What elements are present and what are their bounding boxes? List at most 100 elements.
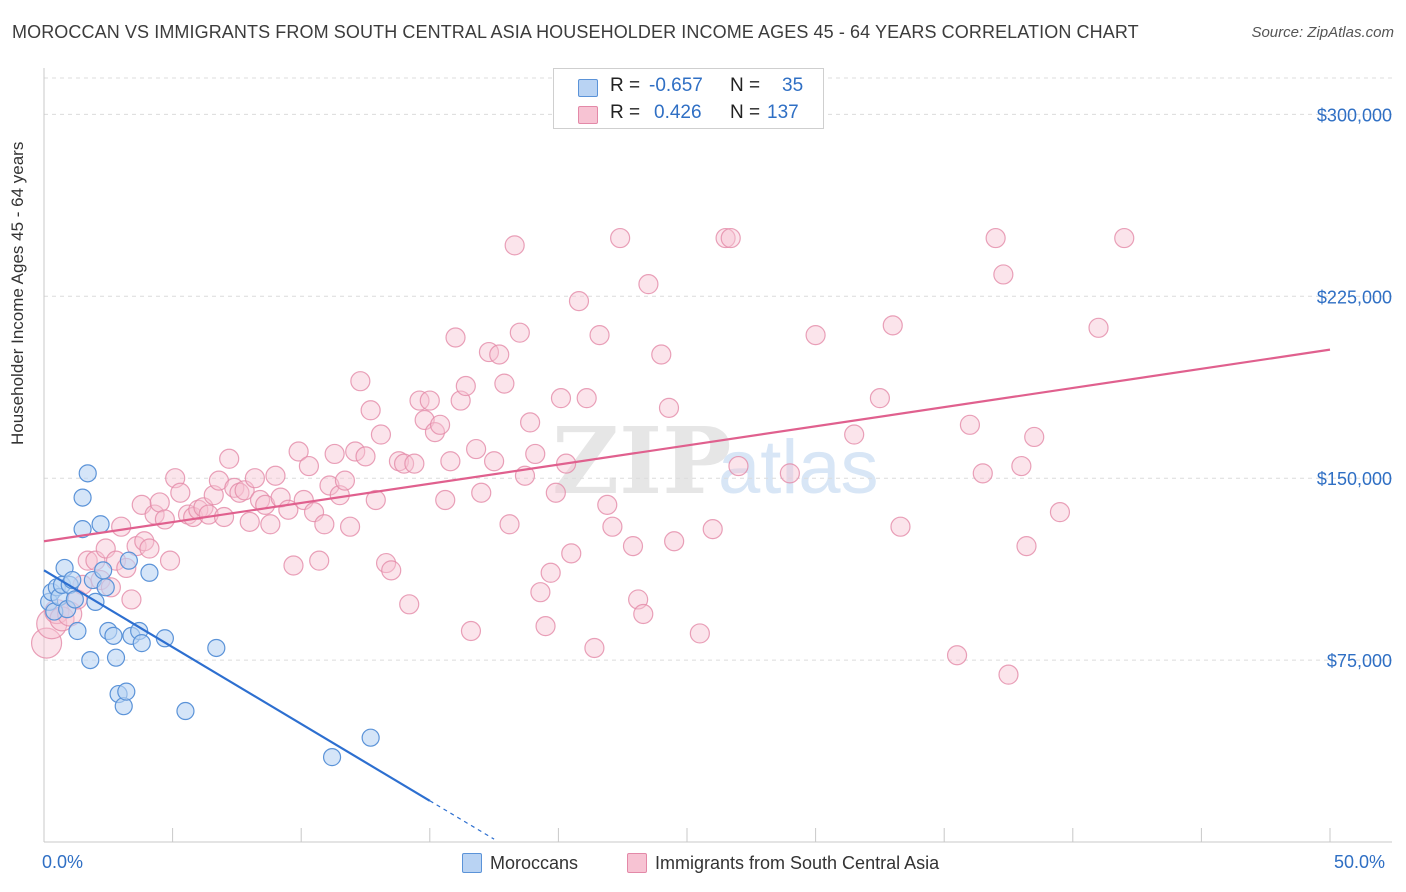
data-point-immigrants bbox=[149, 492, 170, 513]
data-point-immigrants bbox=[504, 235, 525, 256]
data-point-moroccans bbox=[65, 590, 84, 609]
data-point-immigrants bbox=[1049, 502, 1071, 523]
legend-n-label: N = bbox=[730, 75, 761, 96]
gridlines bbox=[44, 77, 1392, 661]
legend-swatch-blue bbox=[462, 853, 482, 873]
data-point-immigrants bbox=[509, 322, 530, 343]
data-point-immigrants bbox=[494, 373, 515, 394]
trend-line-moroccans-extension bbox=[429, 800, 495, 840]
data-point-moroccans bbox=[132, 634, 151, 653]
data-point-immigrants bbox=[455, 375, 476, 397]
data-point-immigrants bbox=[602, 516, 623, 537]
data-point-immigrants bbox=[355, 446, 376, 467]
data-point-immigrants bbox=[985, 227, 1006, 249]
legend-label-immigrants: Immigrants from South Central Asia bbox=[655, 853, 940, 873]
data-point-immigrants bbox=[265, 465, 286, 486]
data-point-immigrants bbox=[213, 506, 235, 528]
data-point-immigrants bbox=[890, 516, 911, 537]
data-point-immigrants bbox=[229, 482, 250, 503]
legend-row-moroccans: R = -0.657 N = 35 bbox=[554, 75, 823, 101]
data-point-immigrants bbox=[959, 414, 981, 435]
stats-legend: R = -0.657 N = 35 R = 0.426 N = 137 bbox=[553, 68, 824, 129]
data-point-immigrants bbox=[993, 264, 1014, 285]
data-point-immigrants bbox=[260, 514, 281, 535]
data-point-immigrants bbox=[388, 451, 410, 472]
legend-item-immigrants: Immigrants from South Central Asia bbox=[627, 853, 939, 874]
legend-row-immigrants: R = 0.426 N = 137 bbox=[554, 102, 823, 128]
data-point-immigrants bbox=[584, 637, 605, 659]
data-point-immigrants bbox=[715, 227, 736, 249]
data-point-immigrants bbox=[298, 455, 320, 477]
data-point-immigrants bbox=[309, 550, 330, 571]
trend-line-moroccans bbox=[43, 569, 431, 802]
y-tick-label: $150,000 bbox=[1317, 469, 1392, 489]
data-point-moroccans bbox=[96, 578, 115, 597]
data-point-moroccans bbox=[207, 638, 226, 658]
x-tick-label-max: 50.0% bbox=[1334, 852, 1386, 872]
series-immigrants-points bbox=[30, 227, 1135, 685]
data-point-immigrants bbox=[345, 441, 366, 462]
data-point-moroccans bbox=[117, 682, 136, 701]
legend-swatch-blue bbox=[578, 79, 598, 97]
data-point-immigrants bbox=[844, 424, 865, 445]
data-point-immigrants bbox=[460, 620, 482, 642]
data-point-immigrants bbox=[288, 441, 309, 462]
data-point-immigrants bbox=[324, 443, 345, 465]
data-point-immigrants bbox=[239, 511, 260, 532]
data-point-immigrants bbox=[540, 562, 561, 583]
data-point-moroccans bbox=[322, 748, 342, 767]
data-point-immigrants bbox=[484, 451, 505, 472]
data-point-immigrants bbox=[1024, 426, 1045, 448]
data-point-immigrants bbox=[568, 291, 590, 312]
data-point-immigrants bbox=[471, 482, 492, 503]
data-point-immigrants bbox=[339, 516, 361, 537]
data-point-immigrants bbox=[561, 543, 582, 564]
data-point-immigrants bbox=[381, 560, 402, 581]
data-point-moroccans bbox=[91, 515, 110, 534]
data-point-immigrants bbox=[314, 514, 335, 535]
data-point-immigrants bbox=[525, 443, 546, 465]
data-point-immigrants bbox=[134, 531, 155, 552]
legend-r-value: 0.426 bbox=[654, 102, 702, 123]
data-point-immigrants bbox=[283, 555, 304, 576]
legend-swatch-pink bbox=[578, 106, 598, 124]
source-label: Source: ZipAtlas.com bbox=[1251, 24, 1394, 41]
data-point-moroccans bbox=[68, 621, 87, 641]
series-moroccans-points bbox=[40, 464, 380, 767]
data-point-immigrants bbox=[429, 414, 451, 435]
data-point-immigrants bbox=[365, 489, 386, 511]
data-point-moroccans bbox=[176, 701, 195, 721]
data-point-immigrants bbox=[139, 538, 160, 559]
data-point-immigrants bbox=[1088, 317, 1109, 338]
trend-lines bbox=[43, 348, 1331, 840]
legend-r-label: R = bbox=[610, 75, 641, 96]
data-point-immigrants bbox=[170, 482, 191, 503]
data-point-immigrants bbox=[1016, 536, 1037, 557]
legend-n-label: N = bbox=[730, 102, 761, 123]
y-tick-label: $75,000 bbox=[1327, 651, 1392, 671]
data-point-immigrants bbox=[375, 552, 397, 574]
data-point-moroccans bbox=[361, 728, 380, 747]
legend-label-moroccans: Moroccans bbox=[490, 853, 579, 873]
data-point-moroccans bbox=[78, 464, 97, 483]
data-point-immigrants bbox=[393, 453, 415, 474]
trend-line-immigrants bbox=[43, 348, 1331, 543]
data-point-immigrants bbox=[159, 550, 181, 571]
data-point-immigrants bbox=[419, 390, 440, 411]
data-point-immigrants bbox=[545, 482, 566, 503]
data-point-immigrants bbox=[869, 388, 891, 409]
data-point-immigrants bbox=[360, 400, 381, 421]
data-point-immigrants bbox=[882, 315, 903, 336]
legend-r-label: R = bbox=[610, 102, 641, 123]
data-point-immigrants bbox=[998, 664, 1019, 685]
data-point-immigrants bbox=[121, 589, 142, 610]
y-axis-label: Householder Income Ages 45 - 64 years bbox=[8, 141, 27, 445]
data-point-moroccans bbox=[106, 648, 126, 667]
data-point-immigrants bbox=[219, 448, 240, 469]
data-point-immigrants bbox=[435, 489, 456, 511]
y-tick-label: $225,000 bbox=[1317, 287, 1392, 307]
data-point-immigrants bbox=[720, 227, 741, 249]
data-point-immigrants bbox=[972, 463, 993, 484]
legend-n-value: 137 bbox=[767, 102, 799, 123]
data-point-immigrants bbox=[370, 424, 392, 445]
